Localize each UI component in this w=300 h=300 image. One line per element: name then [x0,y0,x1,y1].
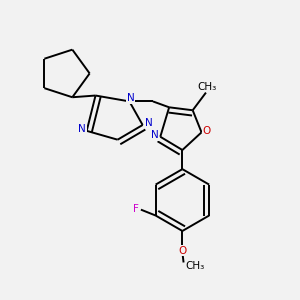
Text: CH₃: CH₃ [186,261,205,271]
Text: O: O [203,126,211,136]
Text: N: N [145,118,153,128]
Text: CH₃: CH₃ [197,82,216,92]
Text: N: N [151,130,159,140]
Text: F: F [133,204,139,214]
Text: O: O [178,246,187,256]
Text: N: N [127,94,135,103]
Text: N: N [78,124,86,134]
